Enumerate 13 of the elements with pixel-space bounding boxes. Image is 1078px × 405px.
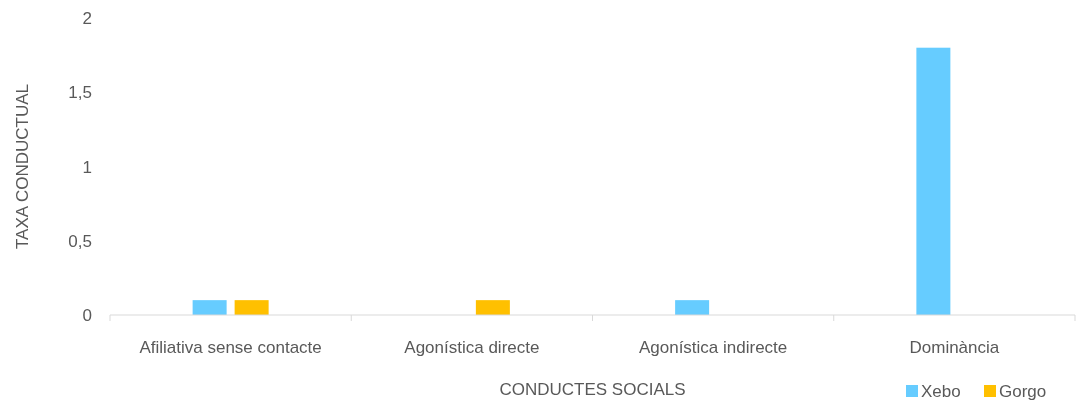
x-axis-title: CONDUCTES SOCIALS [499, 380, 686, 399]
y-tick-label: 0 [82, 306, 92, 325]
y-axis-title: TAXA CONDUCTUAL [13, 84, 32, 249]
y-tick-label: 2 [82, 9, 92, 28]
x-tick-label: Dominància [909, 338, 1000, 357]
y-tick-label: 1 [82, 157, 92, 177]
x-tick-label: Afiliativa sense contacte [139, 338, 322, 357]
legend-label: Gorgo [999, 382, 1047, 401]
x-tick-label: Agonística directe [404, 338, 540, 357]
y-tick-label: 1,5 [68, 83, 92, 103]
legend-label: Xebo [921, 382, 961, 401]
y-tick-label: 0,5 [68, 231, 92, 251]
x-tick-label: Agonística indirecte [638, 338, 788, 357]
